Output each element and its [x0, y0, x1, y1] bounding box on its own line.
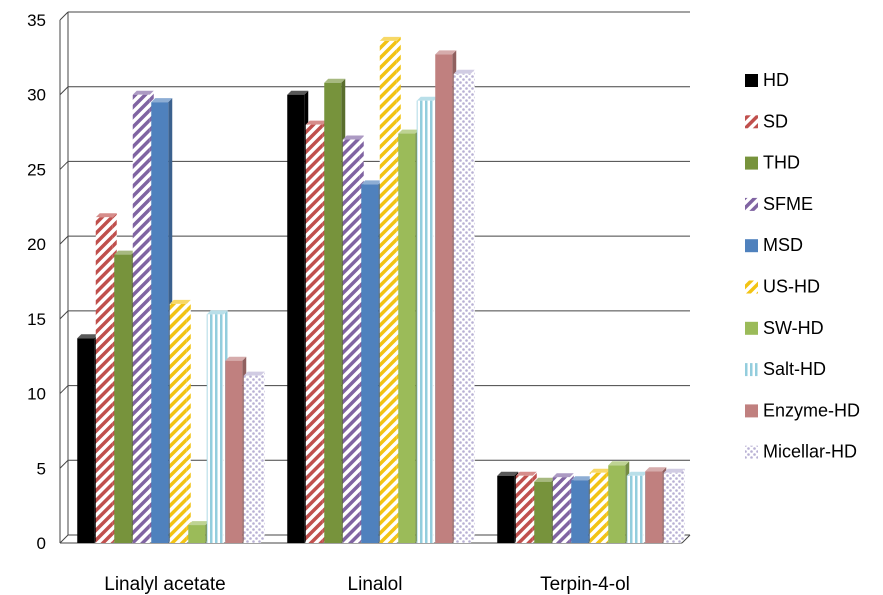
legend-label: SD [763, 111, 788, 131]
gridline-depth [59, 11, 69, 21]
floor-edge-line [681, 534, 691, 544]
gridline-depth [59, 235, 69, 245]
y-tick-label: 20 [27, 235, 46, 254]
legend-label: Enzyme-HD [763, 400, 860, 420]
x-category-label: Linalyl acetate [104, 574, 225, 595]
legend-label: MSD [763, 235, 803, 255]
bar-thd-linalol [324, 78, 346, 543]
bar-salt-hd-linalyl-acetate [206, 310, 228, 543]
legend-item-enzyme-hd: Enzyme-HD [745, 400, 860, 420]
bar-hd-linalol [287, 90, 309, 543]
bar-sfme-linalyl-acetate [132, 90, 154, 543]
legend-item-sfme: SFME [745, 194, 813, 214]
bars [77, 36, 685, 544]
bar-sw-hd-linalyl-acetate [188, 521, 210, 543]
legend-label: THD [763, 153, 800, 173]
legend-swatch [745, 321, 758, 335]
bar-sw-hd-linalol [398, 129, 420, 543]
bar-sfme-linalol [342, 135, 364, 544]
x-category-label: Linalol [348, 574, 403, 595]
legend-swatch [745, 197, 758, 211]
bar-micellar-hd-terpin-4-ol [663, 468, 685, 543]
bar-enzyme-hd-terpin-4-ol [645, 467, 667, 543]
gridline-depth [59, 534, 69, 544]
bar-micellar-hd-linalyl-acetate [243, 371, 265, 543]
legend-item-sw-hd: SW-HD [745, 318, 824, 338]
legend-item-msd: MSD [745, 235, 803, 255]
legend-label: SFME [763, 194, 813, 214]
bar-hd-terpin-4-ol [497, 471, 519, 543]
bar-salt-hd-linalol [416, 96, 438, 543]
bar-thd-terpin-4-ol [534, 477, 556, 543]
legend-item-hd: HD [745, 70, 789, 90]
bar-sd-terpin-4-ol [515, 471, 537, 543]
bar-sw-hd-terpin-4-ol [608, 461, 630, 543]
legend-swatch [745, 363, 758, 377]
y-tick-label: 35 [27, 11, 46, 30]
legend-swatch [745, 404, 758, 418]
legend-swatch [745, 156, 758, 170]
bar-sd-linalol [305, 120, 327, 543]
gridline-depth [59, 86, 69, 96]
bar-enzyme-hd-linalyl-acetate [225, 356, 247, 543]
bar-sfme-terpin-4-ol [552, 473, 574, 543]
y-tick-label: 25 [27, 160, 46, 179]
bar-msd-linalol [361, 180, 383, 543]
gridline-depth [59, 459, 69, 469]
y-tick-label: 30 [27, 86, 46, 105]
legend-swatch [745, 115, 758, 129]
legend-item-us-hd: US-HD [745, 277, 820, 297]
legend-swatch [745, 74, 758, 87]
legend-swatch [745, 280, 758, 294]
legend-item-thd: THD [745, 153, 800, 173]
legend-label: US-HD [763, 277, 820, 297]
legend-label: Salt-HD [763, 359, 826, 379]
legend-item-micellar-hd: Micellar-HD [745, 442, 857, 462]
legend-label: SW-HD [763, 318, 824, 338]
bar-enzyme-hd-linalol [435, 50, 457, 544]
bar-msd-terpin-4-ol [571, 476, 593, 543]
axis-labels: 0 5 10 15 20 25 30 35 Linalyl acetate Linalol Terp… [27, 11, 630, 595]
gridline-depth [59, 385, 69, 394]
bar-thd-linalyl-acetate [114, 250, 136, 544]
legend: HD SD THD SFME MSD US-HD SW-HD Salt-HD Enzyme-HD… [745, 70, 860, 462]
x-category-label: Terpin-4-ol [540, 574, 630, 595]
bar-hd-linalyl-acetate [77, 334, 99, 543]
y-tick-label: 10 [27, 385, 46, 404]
bar-msd-linalyl-acetate [151, 98, 173, 543]
bar-salt-hd-terpin-4-ol [626, 471, 648, 543]
legend-swatch [745, 239, 758, 253]
legend-label: Micellar-HD [763, 442, 857, 462]
y-tick-label: 15 [27, 310, 46, 329]
legend-label: HD [763, 70, 789, 90]
bar-us-hd-linalyl-acetate [169, 299, 191, 543]
y-tick-label: 0 [37, 534, 46, 553]
bar-us-hd-terpin-4-ol [589, 468, 611, 543]
y-tick-label: 5 [37, 459, 46, 478]
gridline-depth [59, 161, 69, 170]
bar-us-hd-linalol [379, 36, 401, 544]
bar-sd-linalyl-acetate [95, 213, 117, 543]
legend-item-sd: SD [745, 111, 788, 131]
legend-item-salt-hd: Salt-HD [745, 359, 826, 379]
legend-swatch [745, 445, 758, 459]
bar-micellar-hd-linalol [453, 69, 475, 544]
gridline-depth [59, 310, 69, 320]
